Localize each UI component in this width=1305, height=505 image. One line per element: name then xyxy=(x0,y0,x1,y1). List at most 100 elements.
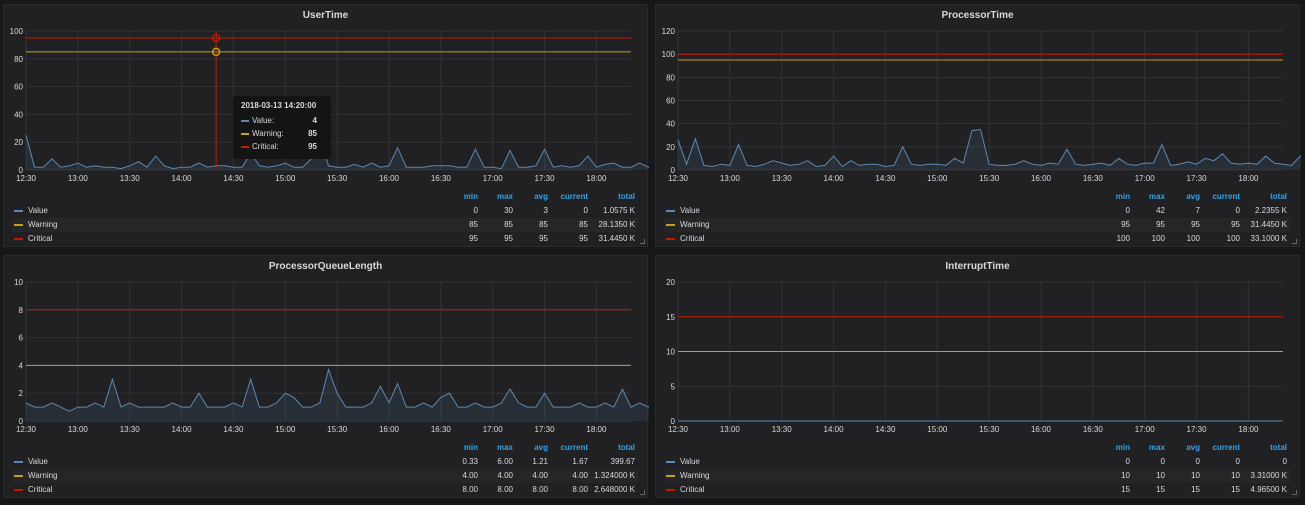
panel-resize-handle[interactable] xyxy=(1292,490,1297,495)
series-swatch[interactable] xyxy=(14,224,23,226)
tooltip-series-name: Warning: xyxy=(252,129,284,138)
processortime-chart[interactable]: 0 20 40 60 80 100 120 12:30 13:00 13:30 14:00 14:30… xyxy=(656,5,1301,190)
y-tick-label: 80 xyxy=(666,73,675,82)
legend-header-total[interactable]: total xyxy=(618,443,635,452)
x-tick-label: 13:00 xyxy=(68,425,89,434)
legend-row-warning[interactable]: Warning 4.00 4.00 4.00 4.00 1.324000 K xyxy=(12,469,638,483)
legend-min: 4.00 xyxy=(462,471,478,480)
legend-row-critical[interactable]: Critical 100 100 100 100 33.1000 K xyxy=(664,232,1290,246)
legend-min: 0 xyxy=(1125,457,1130,466)
legend-row-value[interactable]: Value 0.33 6.00 1.21 1.67 399.67 xyxy=(12,455,638,469)
x-tick-label: 18:00 xyxy=(586,425,607,434)
legend-header-avg[interactable]: avg xyxy=(1186,192,1200,201)
series-swatch[interactable] xyxy=(14,210,23,212)
panel-title[interactable]: InterruptTime xyxy=(945,261,1010,272)
series-swatch[interactable] xyxy=(666,224,675,226)
legend-row-warning[interactable]: Warning 10 10 10 10 3.31000 K xyxy=(664,469,1290,483)
series-swatch[interactable] xyxy=(14,489,23,491)
legend-series-name[interactable]: Warning xyxy=(680,220,710,229)
legend-row-critical[interactable]: Critical 15 15 15 15 4.96500 K xyxy=(664,483,1290,497)
panel-resize-handle[interactable] xyxy=(640,239,645,244)
legend-total: 31.4450 K xyxy=(598,234,635,243)
series-swatch[interactable] xyxy=(666,238,675,240)
series-swatch[interactable] xyxy=(666,475,675,477)
x-tick-label: 13:30 xyxy=(772,425,793,434)
legend-series-name[interactable]: Warning xyxy=(680,471,710,480)
legend-series-name[interactable]: Warning xyxy=(28,220,58,229)
legend-header-avg[interactable]: avg xyxy=(534,443,548,452)
legend-header-max[interactable]: max xyxy=(496,443,513,452)
series-swatch[interactable] xyxy=(666,489,675,491)
panel-resize-handle[interactable] xyxy=(1292,239,1297,244)
legend-header-avg[interactable]: avg xyxy=(1186,443,1200,452)
tooltip-series-name: Value: xyxy=(252,116,275,125)
legend-min: 0 xyxy=(473,206,478,215)
legend-row-warning[interactable]: Warning 85 85 85 85 28.1350 K xyxy=(12,218,638,232)
legend-header: min max avg current total xyxy=(12,190,638,204)
legend-series-name[interactable]: Critical xyxy=(28,485,53,494)
legend-row-value[interactable]: Value 0 30 3 0 1.0575 K xyxy=(12,204,638,218)
legend-header-total[interactable]: total xyxy=(1270,443,1287,452)
legend-total: 1.324000 K xyxy=(594,471,635,480)
legend-row-critical[interactable]: Critical 95 95 95 95 31.4450 K xyxy=(12,232,638,246)
panel-title[interactable]: ProcessorTime xyxy=(941,10,1014,21)
legend-min: 0.33 xyxy=(462,457,478,466)
legend-header-current[interactable]: current xyxy=(560,443,588,452)
legend-series-name[interactable]: Warning xyxy=(28,471,58,480)
series-swatch[interactable] xyxy=(666,461,675,463)
legend-max: 0 xyxy=(1160,457,1165,466)
usertime-chart[interactable]: 0 20 40 60 80 100 12:30 13:00 13:30 14:00 14:30 15:… xyxy=(4,5,649,190)
legend-header-avg[interactable]: avg xyxy=(534,192,548,201)
panel-resize-handle[interactable] xyxy=(640,490,645,495)
x-tick-label: 16:30 xyxy=(431,425,452,434)
y-tick-label: 40 xyxy=(14,110,23,119)
legend-min: 95 xyxy=(1121,220,1130,229)
x-tick-label: 16:30 xyxy=(431,174,452,183)
legend-max: 95 xyxy=(1156,220,1165,229)
legend-header-current[interactable]: current xyxy=(1212,443,1240,452)
legend-series-name[interactable]: Value xyxy=(28,457,48,466)
legend-series-name[interactable]: Value xyxy=(680,457,700,466)
legend-header-total[interactable]: total xyxy=(618,192,635,201)
legend-current: 0 xyxy=(1235,206,1240,215)
legend-header-min[interactable]: min xyxy=(463,192,478,201)
legend-series-name[interactable]: Value xyxy=(28,206,48,215)
legend-header-current[interactable]: current xyxy=(1212,192,1240,201)
legend-header-max[interactable]: max xyxy=(1148,443,1165,452)
legend-current: 100 xyxy=(1226,234,1240,243)
x-tick-label: 12:30 xyxy=(16,174,37,183)
x-tick-label: 17:00 xyxy=(483,174,504,183)
x-tick-label: 15:00 xyxy=(275,174,296,183)
interrupttime-chart[interactable]: 0 5 10 15 20 12:30 13:00 13:30 14:00 14:30 15:00 15… xyxy=(656,256,1301,441)
legend-avg: 0 xyxy=(1195,457,1200,466)
legend-current: 85 xyxy=(579,220,588,229)
legend-total: 4.96500 K xyxy=(1250,485,1287,494)
legend-header-min[interactable]: min xyxy=(1115,443,1130,452)
processorqueuelength-chart[interactable]: 0 2 4 6 8 10 12:30 13:00 13:30 14:00 14:30 15:00 15:… xyxy=(4,256,649,441)
legend-series-name[interactable]: Critical xyxy=(680,234,705,243)
legend-current: 4.00 xyxy=(572,471,588,480)
y-tick-label: 4 xyxy=(19,361,24,370)
panel-title[interactable]: UserTime xyxy=(302,10,349,21)
legend-header-min[interactable]: min xyxy=(463,443,478,452)
legend-row-warning[interactable]: Warning 95 95 95 95 31.4450 K xyxy=(664,218,1290,232)
legend-row-value[interactable]: Value 0 42 7 0 2.2355 K xyxy=(664,204,1290,218)
series-swatch[interactable] xyxy=(14,461,23,463)
legend-header-current[interactable]: current xyxy=(560,192,588,201)
legend-total: 399.67 xyxy=(610,457,635,466)
series-swatch[interactable] xyxy=(14,238,23,240)
legend-header-max[interactable]: max xyxy=(496,192,513,201)
legend-row-critical[interactable]: Critical 8.00 8.00 8.00 8.00 2.648000 K xyxy=(12,483,638,497)
legend-row-value[interactable]: Value 0 0 0 0 0 xyxy=(664,455,1290,469)
tooltip-time: 2018-03-13 14:20:00 xyxy=(241,101,317,110)
series-swatch[interactable] xyxy=(14,475,23,477)
legend-header-min[interactable]: min xyxy=(1115,192,1130,201)
legend-series-name[interactable]: Critical xyxy=(680,485,705,494)
legend-series-name[interactable]: Critical xyxy=(28,234,53,243)
legend-table: min max avg current total Value 0 0 0 0 … xyxy=(664,441,1290,497)
series-swatch[interactable] xyxy=(666,210,675,212)
panel-title[interactable]: ProcessorQueueLength xyxy=(268,261,383,272)
legend-header-total[interactable]: total xyxy=(1270,192,1287,201)
legend-header-max[interactable]: max xyxy=(1148,192,1165,201)
legend-series-name[interactable]: Value xyxy=(680,206,700,215)
